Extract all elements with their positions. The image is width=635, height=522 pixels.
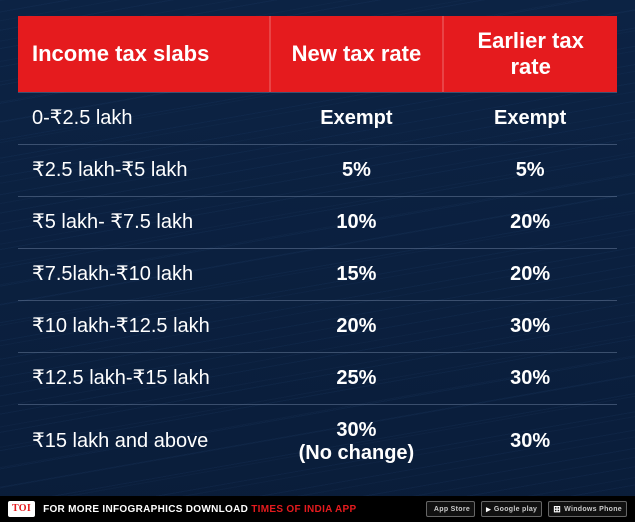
cell-slab: ₹5 lakh- ₹7.5 lakh (18, 196, 270, 248)
app-badges: App Store ▸ Google play ⊞ Windows Phone (426, 501, 627, 517)
cell-slab: ₹2.5 lakh-₹5 lakh (18, 144, 270, 196)
tax-slab-table: Income tax slabs New tax rate Earlier ta… (18, 16, 617, 479)
windows-icon: ⊞ (553, 504, 561, 515)
tax-slab-table-container: Income tax slabs New tax rate Earlier ta… (0, 0, 635, 479)
footer-bar: TOI FOR MORE INFOGRAPHICS DOWNLOAD TIMES… (0, 496, 635, 522)
table-body: 0-₹2.5 lakh Exempt Exempt ₹2.5 lakh-₹5 l… (18, 92, 617, 479)
col-header-new-rate: New tax rate (270, 16, 444, 92)
table-row: ₹5 lakh- ₹7.5 lakh 10% 20% (18, 196, 617, 248)
table-row: ₹10 lakh-₹12.5 lakh 20% 30% (18, 300, 617, 352)
toi-logo: TOI (8, 501, 35, 517)
cell-earlier: 30% (443, 404, 617, 479)
appstore-label: App Store (434, 506, 470, 513)
cell-earlier: 30% (443, 352, 617, 404)
play-icon: ▸ (486, 504, 491, 515)
cell-slab: ₹12.5 lakh-₹15 lakh (18, 352, 270, 404)
googleplay-label: Google play (494, 506, 537, 513)
table-row: 0-₹2.5 lakh Exempt Exempt (18, 92, 617, 144)
cell-slab: ₹15 lakh and above (18, 404, 270, 479)
cell-earlier: 30% (443, 300, 617, 352)
footer-text-highlight: TIMES OF INDIA APP (251, 504, 356, 515)
cell-slab: 0-₹2.5 lakh (18, 92, 270, 144)
cell-new: 10% (270, 196, 444, 248)
cell-new: 20% (270, 300, 444, 352)
windows-label: Windows Phone (564, 506, 622, 513)
col-header-earlier-rate: Earlier tax rate (443, 16, 617, 92)
cell-earlier: 20% (443, 248, 617, 300)
cell-slab: ₹10 lakh-₹12.5 lakh (18, 300, 270, 352)
cell-new: 5% (270, 144, 444, 196)
col-header-slabs: Income tax slabs (18, 16, 270, 92)
cell-new: 25% (270, 352, 444, 404)
footer-text: FOR MORE INFOGRAPHICS DOWNLOAD TIMES OF … (43, 504, 356, 515)
cell-new: 30%(No change) (270, 404, 444, 479)
table-row: ₹15 lakh and above 30%(No change) 30% (18, 404, 617, 479)
table-row: ₹2.5 lakh-₹5 lakh 5% 5% (18, 144, 617, 196)
table-row: ₹7.5lakh-₹10 lakh 15% 20% (18, 248, 617, 300)
footer-text-prefix: FOR MORE INFOGRAPHICS DOWNLOAD (43, 504, 251, 515)
cell-earlier: Exempt (443, 92, 617, 144)
googleplay-badge: ▸ Google play (481, 501, 542, 517)
cell-earlier: 20% (443, 196, 617, 248)
cell-new: 15% (270, 248, 444, 300)
appstore-badge: App Store (426, 501, 475, 517)
windows-badge: ⊞ Windows Phone (548, 501, 627, 517)
table-row: ₹12.5 lakh-₹15 lakh 25% 30% (18, 352, 617, 404)
cell-new: Exempt (270, 92, 444, 144)
cell-earlier: 5% (443, 144, 617, 196)
cell-slab: ₹7.5lakh-₹10 lakh (18, 248, 270, 300)
table-header-row: Income tax slabs New tax rate Earlier ta… (18, 16, 617, 92)
